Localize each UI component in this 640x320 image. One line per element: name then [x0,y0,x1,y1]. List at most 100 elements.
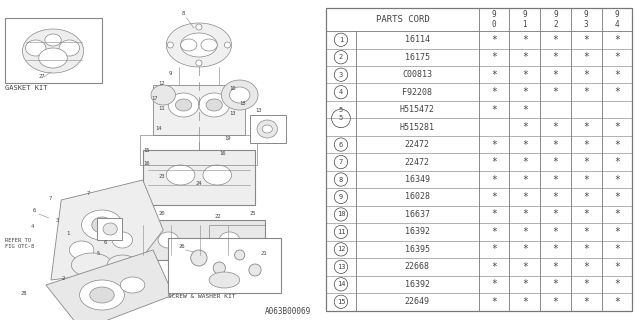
Text: 1: 1 [67,231,70,236]
Text: 16349: 16349 [404,175,429,184]
Text: H515472: H515472 [399,105,435,114]
Text: *: * [552,262,559,272]
Text: 8: 8 [182,11,185,16]
Text: *: * [583,70,589,80]
Text: *: * [614,35,620,45]
Text: 16175: 16175 [404,53,429,62]
Text: *: * [522,227,528,237]
Text: 22472: 22472 [404,140,429,149]
Text: *: * [552,140,559,149]
Text: 16392: 16392 [404,280,429,289]
Bar [5,18,102,83]
Text: 12: 12 [337,246,345,252]
Text: *: * [522,122,528,132]
Text: 9: 9 [168,71,172,76]
Text: 16: 16 [143,161,149,166]
Text: *: * [583,192,589,202]
Text: *: * [614,210,620,220]
Text: *: * [583,210,589,220]
Text: *: * [491,244,497,254]
Ellipse shape [158,232,179,248]
Text: 13: 13 [337,264,345,270]
Bar [250,115,285,143]
Circle shape [191,250,207,266]
Polygon shape [51,180,163,280]
Text: *: * [522,87,528,97]
Text: H515281: H515281 [399,123,435,132]
Text: *: * [614,70,620,80]
Text: 10: 10 [337,212,345,218]
Ellipse shape [203,165,232,185]
Text: *: * [522,35,528,45]
Text: 4: 4 [339,89,343,95]
Bar [326,101,355,135]
Text: SCREW & WASHER KIT: SCREW & WASHER KIT [168,294,236,299]
Text: 2: 2 [61,276,65,281]
Text: *: * [583,122,589,132]
Bar [153,85,245,135]
Text: A063B00069: A063B00069 [265,307,311,316]
Circle shape [235,250,245,260]
Text: 3: 3 [339,72,343,78]
Text: *: * [583,140,589,149]
Text: 11: 11 [158,106,164,111]
Ellipse shape [168,93,199,117]
Text: *: * [552,52,559,62]
Text: *: * [614,262,620,272]
Text: *: * [491,35,497,45]
Ellipse shape [206,99,222,111]
Text: 9
2: 9 2 [553,10,558,29]
Text: *: * [491,70,497,80]
Bar [97,218,122,240]
Ellipse shape [220,232,240,248]
Text: *: * [552,297,559,307]
Text: *: * [614,52,620,62]
Circle shape [213,262,225,274]
Ellipse shape [262,125,273,133]
Text: *: * [614,157,620,167]
Text: *: * [614,227,620,237]
Ellipse shape [175,99,192,111]
Text: *: * [491,52,497,62]
Ellipse shape [22,29,84,73]
Text: 18: 18 [240,101,246,106]
Text: 2: 2 [339,54,343,60]
Text: 16637: 16637 [404,210,429,219]
Ellipse shape [92,217,112,233]
Text: 16028: 16028 [404,192,429,202]
Text: 6: 6 [33,208,36,213]
Text: *: * [583,87,589,97]
Text: 22668: 22668 [404,262,429,271]
Text: *: * [583,227,589,237]
Text: *: * [491,174,497,185]
Text: *: * [491,279,497,289]
Ellipse shape [201,39,217,51]
Text: *: * [522,157,528,167]
Text: *: * [614,122,620,132]
Text: 4: 4 [31,224,34,229]
Text: *: * [583,244,589,254]
Text: C00813: C00813 [402,70,432,79]
Ellipse shape [90,287,114,303]
Text: *: * [583,297,589,307]
Text: *: * [491,262,497,272]
Text: *: * [583,174,589,185]
Text: 3: 3 [56,218,60,223]
Text: *: * [522,52,528,62]
Text: *: * [552,87,559,97]
Circle shape [167,42,173,48]
Text: *: * [522,70,528,80]
Bar [140,135,257,165]
Text: 21: 21 [260,251,267,256]
Text: *: * [583,279,589,289]
Text: *: * [522,174,528,185]
Polygon shape [46,250,173,320]
Ellipse shape [69,241,94,259]
Ellipse shape [26,40,46,56]
Text: *: * [614,140,620,149]
Text: *: * [491,87,497,97]
Text: 27: 27 [39,74,45,79]
Ellipse shape [72,253,112,277]
Text: 1: 1 [339,37,343,43]
Text: *: * [552,227,559,237]
